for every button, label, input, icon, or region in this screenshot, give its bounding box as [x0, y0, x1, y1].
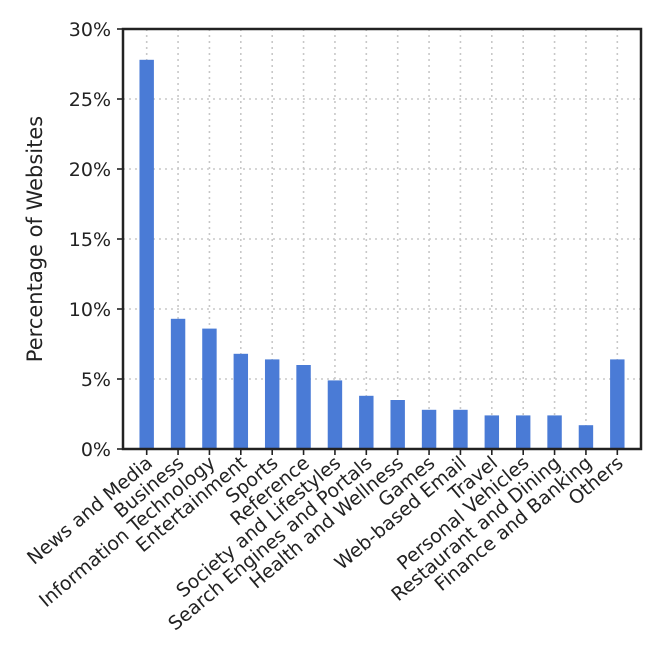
y-tick-label: 15%: [69, 229, 111, 251]
bar: [264, 359, 280, 449]
bar: [515, 415, 531, 449]
y-axis-title: Percentage of Websites: [23, 116, 47, 362]
y-tick-label: 0%: [81, 439, 111, 461]
y-tick-label: 20%: [69, 159, 111, 181]
bar: [390, 400, 405, 449]
bar: [296, 365, 311, 449]
bar: [578, 425, 594, 449]
bar: [327, 380, 343, 449]
tick-layer: 0%5%10%15%20%25%30%News and MediaBusines…: [23, 19, 627, 635]
y-tick-label: 10%: [69, 299, 111, 321]
bar: [139, 59, 154, 450]
grid-layer: [123, 29, 641, 449]
bar: [547, 415, 562, 449]
bar: [421, 409, 437, 449]
y-tick-label: 25%: [69, 89, 111, 111]
y-tick-label: 30%: [69, 19, 111, 41]
bar: [233, 353, 249, 449]
y-tick-label: 5%: [81, 369, 111, 391]
bar: [170, 318, 186, 449]
bar: [359, 395, 374, 449]
bar-layer: [139, 59, 625, 450]
bar: [484, 415, 500, 449]
bar: [202, 328, 217, 449]
bar: [610, 359, 625, 449]
bar: [453, 409, 468, 449]
